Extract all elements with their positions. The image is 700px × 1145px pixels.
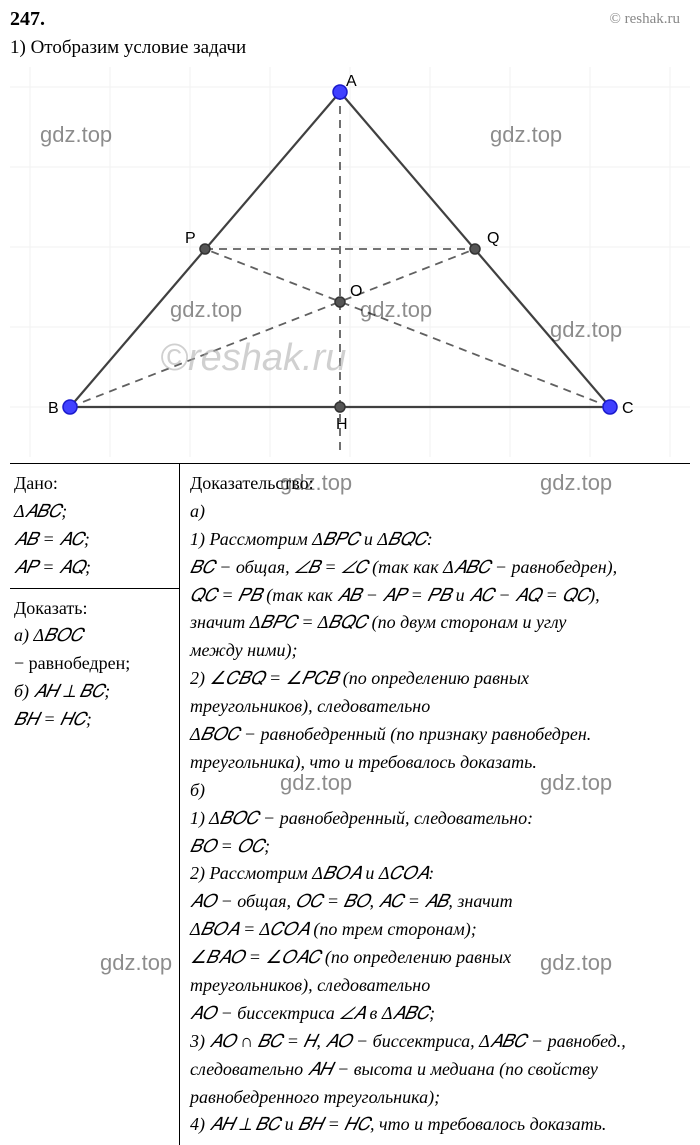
proof-line: равнобедренного треугольника);	[190, 1084, 686, 1112]
prove-title: Доказать:	[14, 595, 171, 623]
proof-line: 𝐴𝑂 − биссектриса ∠𝐴 в Δ𝐴𝐵𝐶;	[190, 1000, 686, 1028]
header: 247. © reshak.ru	[0, 0, 700, 35]
source-label: © reshak.ru	[609, 11, 680, 28]
proof-line: следовательно 𝐴𝐻 − высота и медиана (по …	[190, 1056, 686, 1084]
proof-line: а)	[190, 498, 686, 526]
proof-line: между ними);	[190, 637, 686, 665]
proof-line: 4) 𝐴𝐻 ⊥ 𝐵𝐶 и 𝐵𝐻 = 𝐻𝐶, что и требовалось …	[190, 1111, 686, 1139]
proof-line: треугольника), что и требовалось доказат…	[190, 749, 686, 777]
proof-line: ∠𝐵𝐴𝑂 = ∠𝑂𝐴𝐶 (по определению равных	[190, 944, 686, 972]
prove-line: б) 𝐴𝐻 ⊥ 𝐵𝐶;	[14, 678, 171, 706]
proof-title: Доказательство:	[190, 470, 686, 498]
prove-line: а) Δ𝐵𝑂𝐶	[14, 622, 171, 650]
proof-column: Доказательство: а)1) Рассмотрим Δ𝐵𝑃𝐶 и Δ…	[180, 464, 690, 1145]
proof-line: 𝑄𝐶 = 𝑃𝐵 (так как 𝐴𝐵 − 𝐴𝑃 = 𝑃𝐵 и 𝐴𝐶 − 𝐴𝑄 …	[190, 582, 686, 610]
proof-line: 𝐵𝐶 − общая, ∠𝐵 = ∠𝐶 (так как Δ𝐴𝐵𝐶 − равн…	[190, 554, 686, 582]
proof-line: значит Δ𝐵𝑃𝐶 = Δ𝐵𝑄𝐶 (по двум сторонам и у…	[190, 609, 686, 637]
prove-line: − равнобедрен;	[14, 650, 171, 678]
given-line: 𝐴𝑃 = 𝐴𝑄;	[14, 554, 171, 582]
svg-text:A: A	[346, 73, 357, 90]
proof-line: 2) Рассмотрим Δ𝐵𝑂𝐴 и Δ𝐶𝑂𝐴:	[190, 860, 686, 888]
proof-line: Δ𝐵𝑂𝐴 = Δ𝐶𝑂𝐴 (по трем сторонам);	[190, 916, 686, 944]
divider	[10, 588, 179, 589]
proof-line: 3) 𝐴𝑂 ∩ 𝐵𝐶 = 𝐻, 𝐴𝑂 − биссектриса, Δ𝐴𝐵𝐶 −…	[190, 1028, 686, 1056]
geometry-diagram: ABCPQOH gdz.topgdz.topgdz.topgdz.topgdz.…	[10, 67, 690, 457]
subtitle: 1) Отобразим условие задачи	[0, 35, 700, 67]
proof-line: треугольников), следовательно	[190, 693, 686, 721]
proof-line: 1) Рассмотрим Δ𝐵𝑃𝐶 и Δ𝐵𝑄𝐶:	[190, 526, 686, 554]
svg-text:B: B	[48, 400, 59, 417]
given-title: Дано:	[14, 470, 171, 498]
given-column: Дано: Δ𝐴𝐵𝐶; 𝐴𝐵 = 𝐴𝐶; 𝐴𝑃 = 𝐴𝑄; Доказать: …	[10, 464, 180, 1145]
svg-text:H: H	[336, 416, 348, 433]
proof-line: треугольников), следовательно	[190, 972, 686, 1000]
problem-number: 247.	[10, 8, 45, 31]
proof-line: Δ𝐵𝑂𝐶 − равнобедренный (по признаку равно…	[190, 721, 686, 749]
given-line: 𝐴𝐵 = 𝐴𝐶;	[14, 526, 171, 554]
proof-section: Дано: Δ𝐴𝐵𝐶; 𝐴𝐵 = 𝐴𝐶; 𝐴𝑃 = 𝐴𝑄; Доказать: …	[10, 463, 690, 1145]
proof-line: 𝐴𝑂 − общая, 𝑂𝐶 = 𝐵𝑂, 𝐴𝐶 = 𝐴𝐵, значит	[190, 888, 686, 916]
proof-line: 2) ∠𝐶𝐵𝑄 = ∠𝑃𝐶𝐵 (по определению равных	[190, 665, 686, 693]
svg-text:Q: Q	[487, 230, 499, 247]
proof-line: 𝐵𝑂 = 𝑂𝐶;	[190, 833, 686, 861]
svg-text:C: C	[622, 400, 634, 417]
svg-text:P: P	[185, 230, 196, 247]
prove-line: 𝐵𝐻 = 𝐻𝐶;	[14, 706, 171, 734]
proof-line: б)	[190, 777, 686, 805]
svg-text:O: O	[350, 283, 362, 300]
given-line: Δ𝐴𝐵𝐶;	[14, 498, 171, 526]
proof-line: 1) Δ𝐵𝑂𝐶 − равнобедренный, следовательно:	[190, 805, 686, 833]
triangle-svg: A B C P Q O H	[10, 67, 690, 457]
